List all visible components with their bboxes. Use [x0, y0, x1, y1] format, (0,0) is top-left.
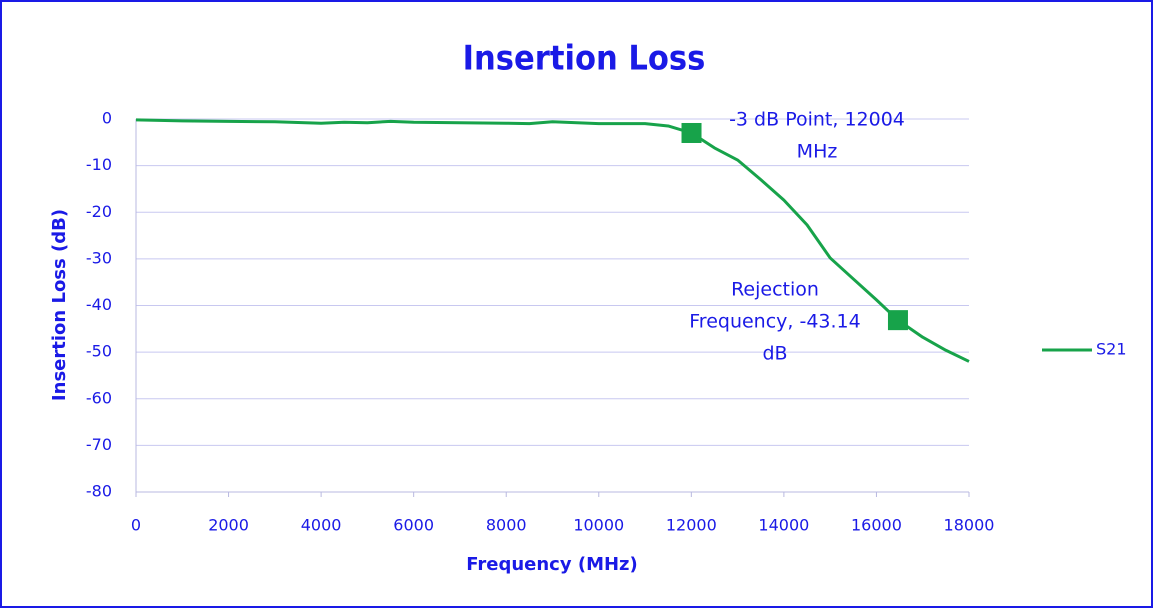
x-tick-label: 0: [131, 516, 141, 535]
annotation-text: MHz: [797, 141, 838, 163]
annotation-text: Frequency, -43.14: [689, 311, 860, 333]
x-tick-label: 6000: [393, 516, 434, 535]
y-tick-label: -50: [86, 342, 112, 361]
x-tick-label: 14000: [758, 516, 809, 535]
y-tick-label: -60: [86, 388, 112, 407]
annotation-text: dB: [762, 343, 787, 365]
y-tick-label: -30: [86, 248, 112, 267]
x-tick-label: 8000: [486, 516, 527, 535]
y-tick-label: -10: [86, 155, 112, 174]
x-axis-label: Frequency (MHz): [466, 554, 638, 575]
x-tick-label: 10000: [573, 516, 624, 535]
y-tick-label: -40: [86, 295, 112, 314]
x-tick-label: 12000: [666, 516, 717, 535]
y-tick-label: 0: [102, 109, 112, 128]
chart-title: Insertion Loss: [463, 39, 706, 79]
annotation-marker: [681, 122, 702, 143]
annotation-text: Rejection: [731, 279, 819, 301]
legend-label: S21: [1096, 340, 1127, 359]
series-line: [135, 118, 970, 363]
x-tick-label: 18000: [944, 516, 995, 535]
y-axis-label: Insertion Loss (dB): [49, 209, 70, 401]
x-tick-label: 2000: [208, 516, 249, 535]
y-tick-label: -80: [86, 482, 112, 501]
x-tick-label: 4000: [301, 516, 342, 535]
x-tick-label: 16000: [851, 516, 902, 535]
y-tick-label: -70: [86, 435, 112, 454]
y-tick-label: -20: [86, 202, 112, 221]
annotation-marker: [887, 310, 908, 331]
annotation-text: -3 dB Point, 12004: [729, 109, 905, 131]
